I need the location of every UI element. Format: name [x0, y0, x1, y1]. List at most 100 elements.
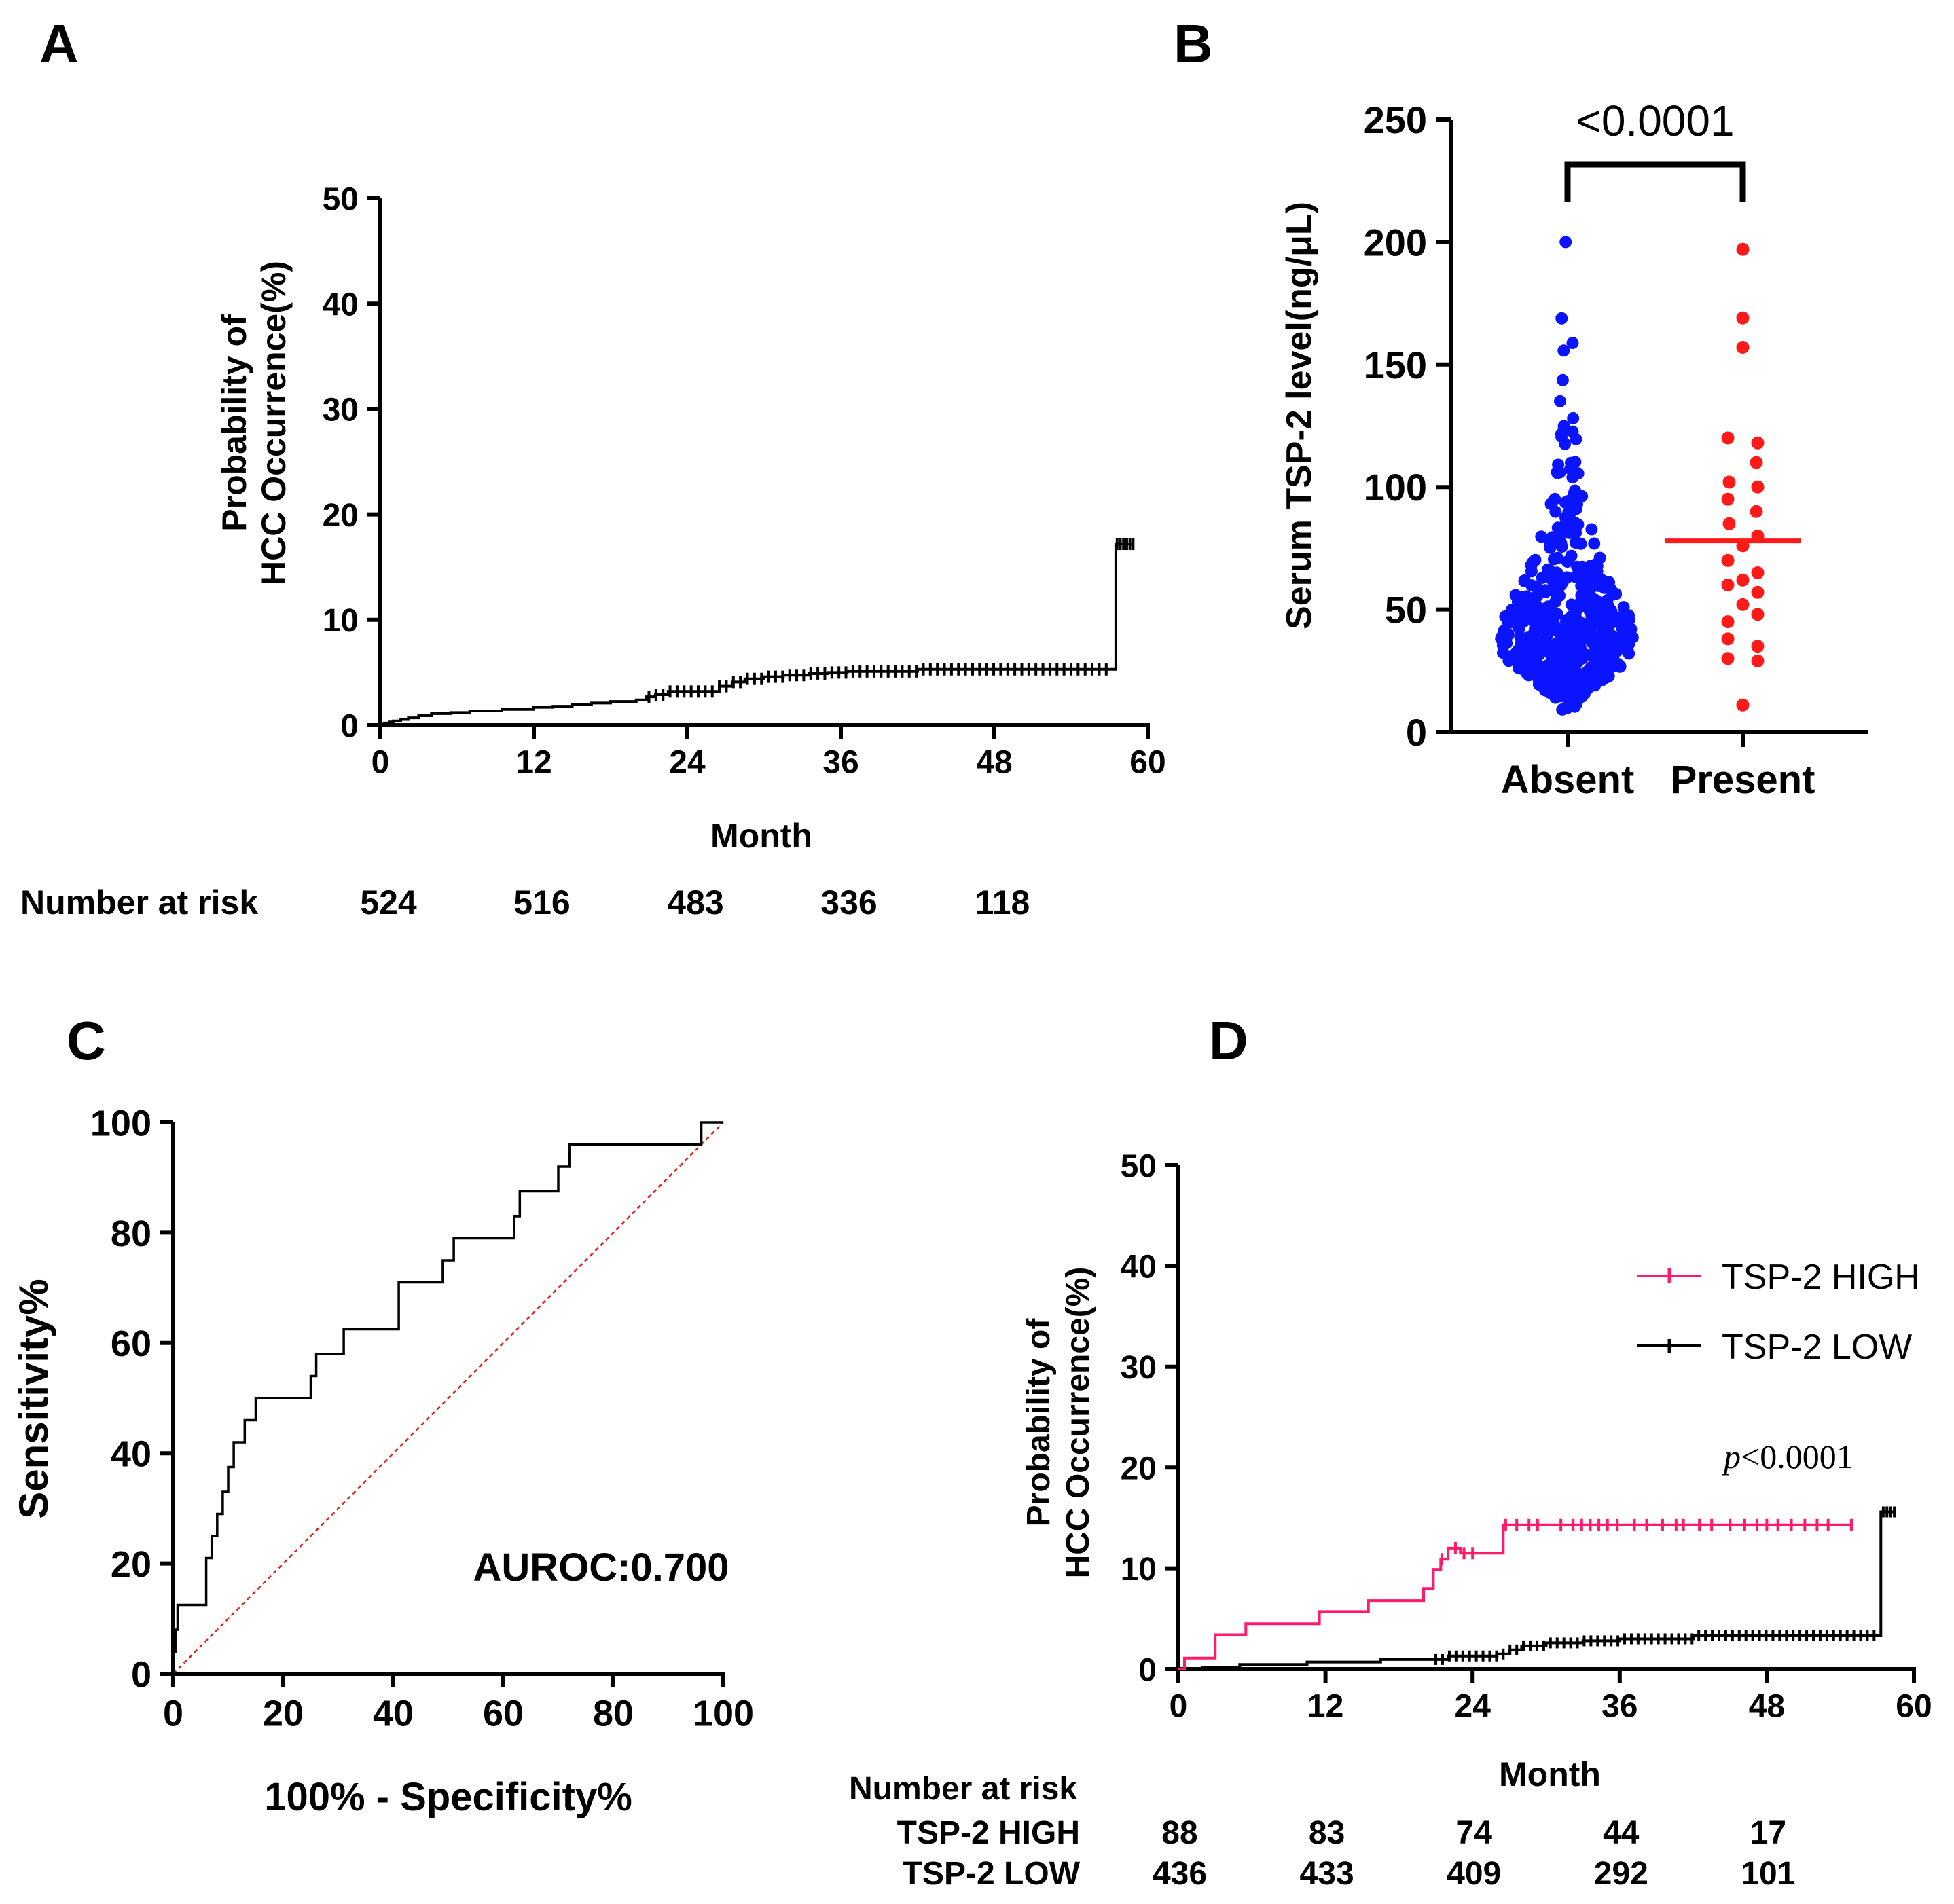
panel-b-absent-point	[1544, 672, 1557, 685]
panel-a-x-tick-label: 36	[822, 744, 858, 780]
panel-b-axes: 0 50 100 150 200 250 Absent Present	[1364, 98, 1868, 802]
panel-a-y-tick-label: 10	[323, 603, 359, 639]
panel-b-y-tick-label: 200	[1364, 221, 1427, 263]
panel-b-absent-point	[1583, 604, 1596, 617]
panel-b-absent-point	[1556, 373, 1569, 386]
panel-b-absent-point	[1520, 612, 1533, 625]
panel-b-present-point	[1722, 517, 1736, 530]
panel-c-x-tick-label: 80	[593, 1694, 634, 1734]
panel-a: 0 10 20 30 40 50 0 12 24 36 48 60 Month Probability…	[20, 181, 1166, 921]
panel-b-y-axis-label: Serum TSP-2 level(ng/μL)	[1280, 202, 1319, 629]
panel-b-absent-point	[1542, 659, 1555, 672]
panel-b-absent-point	[1544, 498, 1557, 511]
panel-b-absent-point	[1599, 616, 1612, 629]
panel-b-absent-point	[1610, 587, 1623, 600]
panel-b-absent-point	[1588, 575, 1601, 588]
panel-d-x-tick-label: 48	[1749, 1688, 1785, 1724]
panel-b-absent-point	[1525, 559, 1538, 571]
panel-d-y-tick-label: 40	[1121, 1249, 1157, 1285]
panel-b-absent-point	[1535, 530, 1548, 543]
panel-c: 0 20 40 60 80 100 0 20 40 60 80 100 100% - Specific…	[11, 1103, 754, 1819]
panel-b-present-point	[1751, 640, 1765, 653]
panel-b-absent-point	[1604, 604, 1617, 617]
panel-b-absent-point	[1555, 431, 1568, 443]
panel-b-absent-point	[1572, 655, 1585, 668]
panel-d: 0 10 20 30 40 50 0 12 24 36 48 60 Month Probability…	[849, 1148, 1932, 1892]
panel-b-absent-point	[1523, 657, 1536, 670]
panel-d-risk-value-low: 436	[1153, 1856, 1207, 1892]
panel-d-risk-value-high: 44	[1603, 1815, 1640, 1851]
panel-b-present-point	[1736, 341, 1750, 354]
panel-b-absent-point	[1501, 615, 1514, 627]
panel-b-y-tick-label: 100	[1364, 466, 1427, 509]
panel-letter-c: C	[67, 1010, 106, 1071]
panel-c-curve-group	[172, 1121, 724, 1674]
panel-b-present-point	[1721, 652, 1735, 665]
panel-b-absent-point	[1550, 690, 1563, 703]
panel-b-absent-point	[1623, 647, 1635, 660]
panel-b-present-point	[1736, 573, 1750, 587]
panel-d-x-tick-label: 12	[1307, 1688, 1343, 1724]
panel-c-y-tick-label: 100	[90, 1103, 151, 1143]
panel-a-y-axis-label-line1: Probability of	[215, 314, 253, 532]
panel-a-axes: 0 10 20 30 40 50 0 12 24 36 48 60	[323, 181, 1166, 780]
panel-d-risk-table-label: Number at risk	[849, 1771, 1077, 1807]
panel-b-absent-point	[1585, 523, 1598, 536]
panel-b-points	[1495, 236, 1801, 716]
panel-b-absent-point	[1572, 598, 1585, 611]
panel-a-y-tick-label: 50	[323, 181, 359, 217]
panel-b-absent-point	[1561, 613, 1574, 626]
panel-b-absent-point	[1567, 411, 1580, 424]
panel-a-risk-value: 483	[667, 883, 723, 921]
panel-c-y-tick-label: 60	[111, 1323, 151, 1364]
panel-b-absent-point	[1580, 626, 1593, 638]
panel-d-y-axis-label-line2: HCC Occurrence(%)	[1060, 1267, 1096, 1579]
panel-b-absent-point	[1513, 656, 1525, 669]
panel-b-present-point	[1751, 608, 1765, 621]
panel-b-absent-point	[1569, 456, 1582, 469]
panel-b-absent-point	[1511, 608, 1524, 621]
panel-b-absent-point	[1534, 617, 1546, 630]
panel-a-risk-value: 336	[820, 883, 877, 921]
panel-b-y-tick-label: 0	[1406, 711, 1427, 754]
panel-b-absent-point	[1554, 395, 1566, 407]
panel-d-risk-value-low: 433	[1300, 1856, 1354, 1892]
panel-b-absent-point	[1502, 628, 1515, 641]
panel-b-absent-point	[1599, 641, 1612, 654]
panel-b-absent-point	[1585, 661, 1597, 674]
panel-d-y-tick-label: 50	[1121, 1148, 1157, 1184]
panel-b-absent-point	[1513, 622, 1525, 635]
legend-label-low: TSP-2 LOW	[1722, 1328, 1912, 1367]
panel-b-present-point	[1721, 579, 1735, 591]
panel-c-x-tick-label: 100	[693, 1694, 754, 1734]
panel-d-risk-row-label-high: TSP-2 HIGH	[897, 1815, 1080, 1851]
panel-b-present-point	[1750, 456, 1763, 469]
panel-b-y-tick-label: 250	[1364, 98, 1427, 141]
panel-a-x-tick-label: 48	[976, 744, 1012, 780]
panel-b-present-point	[1721, 492, 1735, 506]
panel-d-p-symbol: p	[1722, 1438, 1741, 1476]
panel-b-absent-point	[1502, 650, 1515, 663]
panel-a-cumulative-curve	[380, 543, 1134, 727]
panel-b-absent-point	[1523, 634, 1536, 647]
panel-c-axes: 0 20 40 60 80 100 0 20 40 60 80 100	[90, 1103, 754, 1734]
panel-b-present-point	[1721, 615, 1735, 629]
panel-b-absent-point	[1546, 640, 1559, 653]
panel-b-present-point	[1750, 505, 1763, 518]
panel-b-absent-point	[1613, 660, 1626, 673]
panel-c-x-tick-label: 40	[373, 1694, 414, 1734]
panel-b-present-point	[1751, 585, 1765, 599]
panel-c-reference-diagonal	[173, 1122, 724, 1674]
panel-b-y-tick-label: 50	[1385, 589, 1427, 631]
panel-a-y-tick-label: 30	[323, 392, 359, 428]
panel-b-absent-point	[1572, 467, 1585, 480]
panel-b-absent-point	[1610, 644, 1623, 657]
panel-d-y-axis-label-line1: Probability of	[1021, 1318, 1057, 1527]
panel-b-absent-point	[1576, 565, 1589, 578]
panel-b-absent-point	[1563, 666, 1576, 679]
panel-b-absent-point	[1551, 625, 1563, 638]
panel-d-p-value: p<0.0001	[1722, 1438, 1853, 1476]
panel-c-x-tick-label: 60	[483, 1694, 524, 1734]
panel-b-absent-point	[1585, 636, 1598, 648]
